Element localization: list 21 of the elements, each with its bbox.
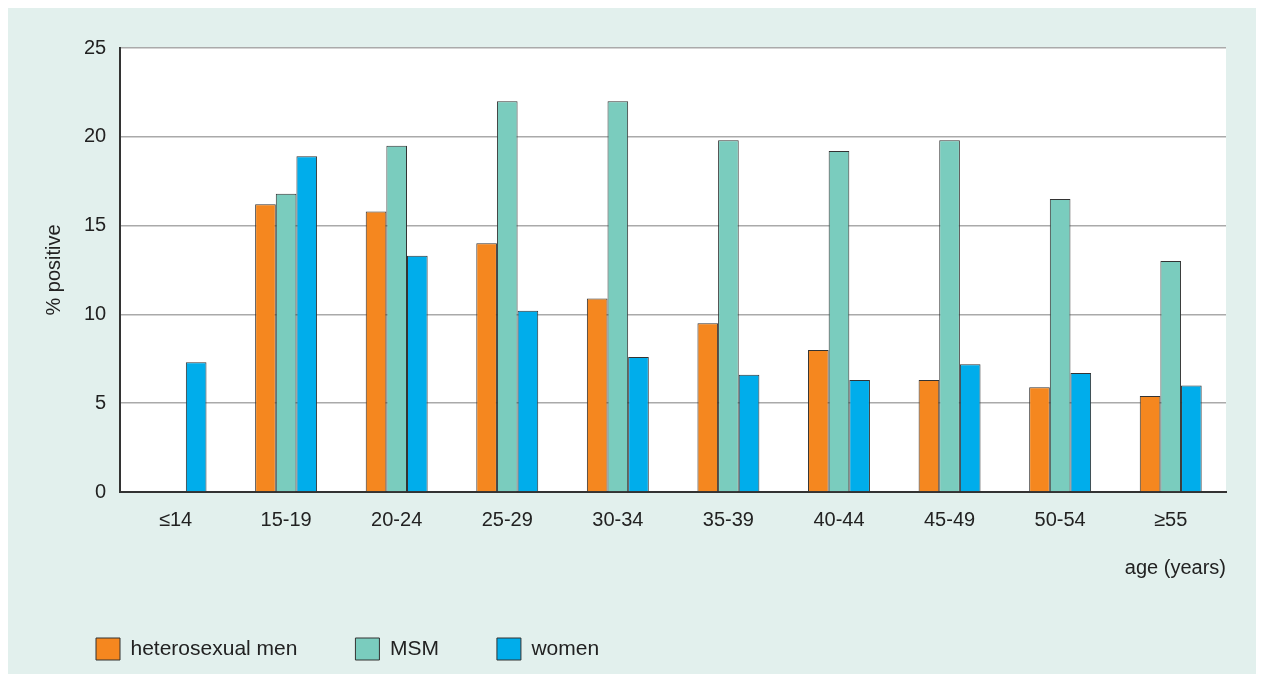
x-tick-label: ≤14	[158, 507, 193, 530]
x-tick-label: 25-29	[481, 507, 533, 530]
x-tick-label: 20-24	[371, 507, 423, 530]
x-tick-label: 50-54	[1034, 507, 1086, 530]
x-tick-label: 15-19	[260, 507, 312, 530]
legend-label: MSM	[389, 635, 439, 659]
y-axis-title: % positive	[41, 224, 64, 316]
y-tick-label: 25	[84, 35, 107, 58]
y-tick-label: 10	[84, 301, 107, 324]
legend-label: heterosexual men	[130, 635, 298, 659]
x-tick-label: 35-39	[702, 507, 754, 530]
y-tick-label: 15	[84, 213, 107, 236]
x-tick-label: 30-34	[592, 507, 644, 530]
x-tick-label: 40-44	[813, 507, 865, 530]
y-tick-label: 5	[95, 390, 107, 413]
x-axis-title: age (years)	[1124, 555, 1226, 578]
y-tick-label: 20	[84, 124, 107, 147]
y-tick-label: 0	[95, 479, 107, 502]
x-tick-label: ≥55	[1154, 507, 1188, 530]
legend-label: women	[530, 635, 600, 659]
x-tick-label: 45-49	[923, 507, 976, 530]
